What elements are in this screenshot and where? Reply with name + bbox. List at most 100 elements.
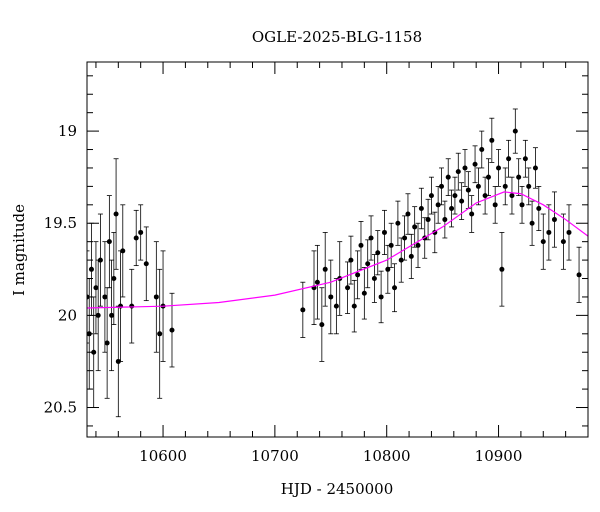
data-point — [355, 272, 361, 278]
x-tick-label: 10700 — [251, 447, 299, 465]
data-point — [143, 261, 149, 267]
data-point — [526, 183, 532, 189]
data-point — [129, 303, 135, 309]
data-point — [300, 307, 306, 313]
data-point — [512, 128, 518, 134]
data-point — [402, 235, 408, 241]
data-point — [449, 205, 455, 211]
data-point — [459, 198, 465, 204]
data-point — [522, 156, 528, 162]
data-point — [378, 294, 384, 300]
y-tick-label: 20 — [58, 306, 77, 324]
data-point — [435, 202, 441, 208]
data-point — [551, 217, 557, 223]
data-point — [115, 358, 121, 364]
data-point — [375, 250, 381, 256]
data-point — [442, 217, 448, 223]
data-point — [351, 303, 357, 309]
data-point — [462, 165, 468, 171]
data-point — [445, 174, 451, 180]
data-point — [111, 276, 117, 282]
y-tick-label: 19.5 — [44, 214, 77, 232]
data-point — [365, 261, 371, 267]
data-point — [536, 205, 542, 211]
data-point — [106, 239, 112, 245]
data-point — [109, 312, 115, 318]
data-point — [405, 211, 411, 217]
data-layer — [87, 108, 588, 418]
data-point — [472, 161, 478, 167]
data-point — [532, 165, 538, 171]
data-point — [345, 285, 351, 291]
x-axis-label: HJD - 2450000 — [281, 480, 394, 498]
plot-frame — [86, 61, 589, 438]
data-point — [157, 331, 163, 337]
chart-title: OGLE-2025-BLG-1158 — [252, 28, 422, 46]
data-point — [358, 242, 364, 248]
x-tick-label: 10900 — [475, 447, 523, 465]
data-point — [499, 266, 505, 272]
y-tick-label: 20.5 — [44, 399, 77, 417]
data-point — [153, 294, 159, 300]
data-point — [371, 276, 377, 282]
data-point — [439, 183, 445, 189]
data-point — [133, 235, 139, 241]
data-point — [455, 169, 461, 175]
data-point — [489, 137, 495, 143]
data-point — [415, 242, 421, 248]
model-curve — [87, 191, 588, 309]
x-tick-label: 10800 — [363, 447, 411, 465]
data-point — [506, 156, 512, 162]
x-tick-label: 10600 — [139, 447, 187, 465]
data-point — [120, 248, 126, 254]
data-point — [118, 303, 124, 309]
data-point — [361, 290, 367, 296]
data-point — [475, 183, 481, 189]
data-point — [368, 235, 374, 241]
data-point — [328, 294, 334, 300]
data-point — [465, 187, 471, 193]
data-point — [319, 322, 325, 328]
data-point — [395, 220, 401, 226]
data-point — [496, 165, 502, 171]
data-point — [322, 266, 328, 272]
data-point — [479, 147, 485, 153]
data-point — [408, 253, 414, 259]
data-point — [381, 229, 387, 235]
data-point — [412, 224, 418, 230]
data-point — [93, 285, 99, 291]
data-point — [113, 211, 119, 217]
data-point — [540, 239, 546, 245]
data-point — [385, 266, 391, 272]
data-point — [348, 257, 354, 263]
data-point — [388, 242, 394, 248]
data-point — [576, 272, 582, 278]
data-point — [97, 257, 103, 263]
data-point — [469, 211, 475, 217]
data-point — [138, 229, 144, 235]
data-point — [452, 193, 458, 199]
y-tick-label: 19 — [58, 122, 77, 140]
data-point — [169, 327, 175, 333]
data-point — [104, 340, 110, 346]
data-point — [428, 193, 434, 199]
data-point — [333, 303, 339, 309]
data-point — [398, 257, 404, 263]
data-point — [529, 220, 535, 226]
data-point — [485, 174, 491, 180]
data-point — [91, 349, 97, 355]
data-point — [418, 205, 424, 211]
data-point — [502, 183, 508, 189]
data-point — [546, 229, 552, 235]
data-point — [492, 202, 498, 208]
data-point — [392, 285, 398, 291]
y-axis-label: I magnitude — [10, 204, 28, 296]
data-point — [425, 217, 431, 223]
data-point — [88, 266, 94, 272]
data-point — [482, 193, 488, 199]
data-point — [519, 202, 525, 208]
data-point — [560, 239, 566, 245]
data-point — [314, 279, 320, 285]
